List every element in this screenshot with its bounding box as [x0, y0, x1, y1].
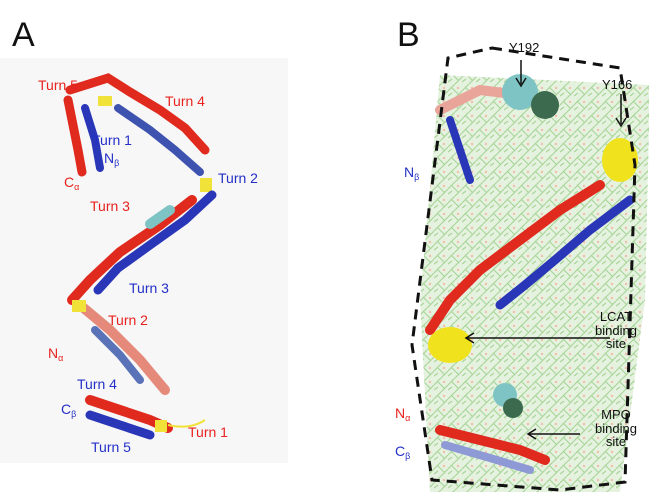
- helix-blue-lower: [91, 326, 144, 384]
- label-a-turn3-red: Turn 3: [90, 198, 130, 214]
- turn1-yellow: [155, 420, 167, 432]
- helix-red-top: [65, 73, 210, 155]
- lcat-residue: [428, 327, 472, 363]
- panel-b-letter: B: [397, 16, 420, 54]
- turn1-loop: [167, 419, 206, 428]
- label-a-turn2-red: Turn 2: [108, 312, 148, 328]
- label-b-mpo-site: MPO binding site: [595, 407, 637, 450]
- helix-salmon-lower: [75, 300, 170, 395]
- helix-blue-middle-b: [495, 195, 635, 310]
- turn2-lower-yellow: [72, 300, 86, 312]
- helix-blue-bottom-b: [441, 441, 534, 474]
- label-b-lcat-site: LCAT binding site: [595, 309, 637, 352]
- turn5-yellow: [98, 96, 112, 106]
- y192-dark-residue: [531, 91, 559, 119]
- y192-residue: [502, 74, 538, 110]
- helix-red-middle: [67, 195, 197, 305]
- helix-cyan-segment: [145, 205, 175, 229]
- label-a-turn1-blue: Turn 1: [92, 132, 132, 148]
- label-a-c-beta: Cβ: [61, 401, 77, 419]
- label-b-y192: Y192: [509, 40, 540, 55]
- y166-arrowhead: [615, 117, 627, 128]
- helix-red-left: [63, 95, 87, 177]
- label-a-turn5-red: Turn 5: [38, 77, 78, 93]
- label-a-turn4-red: Turn 4: [165, 93, 205, 109]
- panel-b-structure: [378, 40, 649, 492]
- label-a-turn3-blue: Turn 3: [129, 280, 169, 296]
- label-a-n-alpha: Nα: [48, 345, 64, 363]
- label-a-c-alpha: Cα: [64, 174, 80, 192]
- mpo-arrowhead: [526, 428, 537, 440]
- label-b-n-beta: Nβ: [404, 164, 420, 182]
- mpo-residue-dark: [503, 398, 523, 418]
- y192-arrowhead: [515, 77, 527, 88]
- lcat-arrowhead: [464, 332, 475, 344]
- label-a-turn2-blue: Turn 2: [218, 170, 258, 186]
- label-b-y166: Y166: [602, 77, 633, 92]
- panel-a-letter: A: [12, 16, 35, 54]
- helix-red-bottom-b: [435, 425, 550, 465]
- label-b-n-alpha: Nα: [395, 405, 411, 423]
- panel-a-structure: [0, 58, 288, 463]
- helix-blue-top: [114, 104, 204, 176]
- helix-blue-left: [81, 104, 104, 172]
- dashed-outline: [410, 46, 637, 492]
- y166-residue: [602, 138, 638, 182]
- label-a-n-beta: Nβ: [104, 150, 120, 168]
- label-b-c-beta: Cβ: [395, 443, 411, 461]
- lipid-cloud: [420, 75, 649, 492]
- helix-blue-left-b: [446, 116, 474, 184]
- helix-red-middle-b: [425, 180, 605, 335]
- helix-blue-middle: [93, 190, 217, 295]
- label-a-turn4-blue: Turn 4: [77, 376, 117, 392]
- helix-blue-bottom: [85, 410, 155, 440]
- label-a-turn1-red: Turn 1: [188, 424, 228, 440]
- turn2-yellow: [200, 178, 212, 192]
- label-a-turn5-blue: Turn 5: [91, 439, 131, 455]
- panel-a-background: [0, 58, 288, 463]
